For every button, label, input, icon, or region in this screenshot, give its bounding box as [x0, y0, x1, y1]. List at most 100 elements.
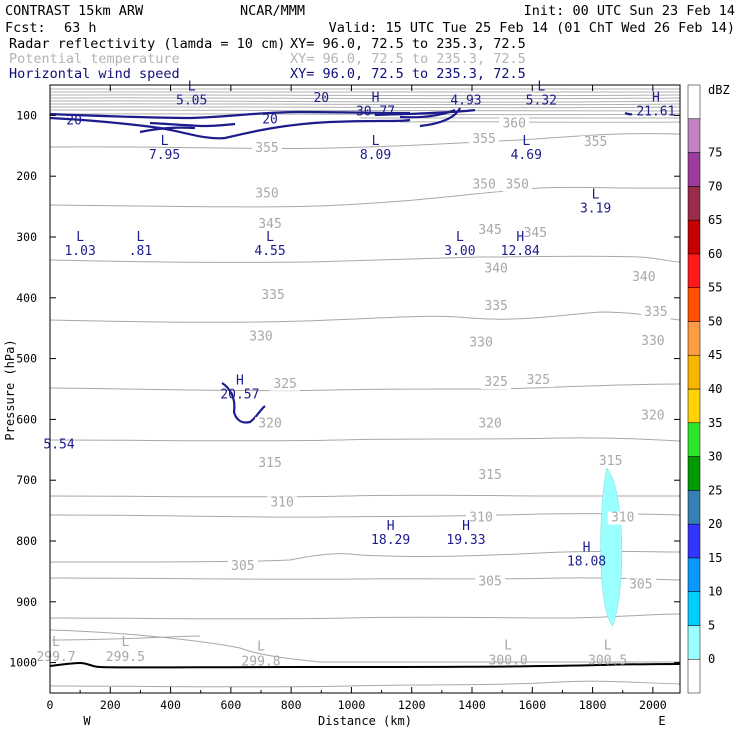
- colorbar-swatch: [687, 287, 701, 322]
- wind-extremum-symbol: H: [462, 519, 470, 534]
- isentrope-label: 345: [478, 223, 501, 238]
- isentrope-label-bg: [475, 575, 506, 589]
- isentrope-label: 325: [273, 377, 296, 392]
- colorbar-swatch: [687, 490, 701, 525]
- valid-time: Valid: 15 UTC Tue 25 Feb 14 (01 ChT Wed …: [329, 20, 735, 36]
- isentrope-label: 310: [469, 511, 492, 526]
- isentrope-label: 305: [231, 559, 254, 574]
- wind-extremum-value: 8.09: [360, 148, 391, 163]
- colorbar-swatch: [687, 219, 701, 255]
- isentrope-label-bg: [481, 262, 512, 276]
- colorbar-swatch: [687, 152, 701, 187]
- x-tick-label: 600: [220, 698, 241, 712]
- isentrope-label: 350: [255, 186, 278, 201]
- colorbar-label: 50: [708, 314, 722, 328]
- isentrope-label-bg: [628, 270, 659, 284]
- colorbar-label: 10: [708, 585, 722, 599]
- x-tick-label: 0: [47, 698, 54, 712]
- source-center: NCAR/MMM: [240, 3, 305, 19]
- wind-extremum-value: 7.95: [149, 148, 180, 163]
- colorbar-label: 70: [708, 179, 722, 193]
- wind-extremum-symbol: L: [161, 134, 169, 149]
- reflectivity-area: [600, 467, 623, 627]
- x-axis: 0 200 400 600 800 1000 1200 1400 1600 1800 2000: [47, 85, 667, 712]
- wind-extremum-value: 20: [262, 112, 278, 127]
- wind-contours: [49, 107, 633, 424]
- isentrope-label-bg: [469, 178, 500, 192]
- wind-extremum-value: 20: [313, 91, 329, 106]
- isentrope-label-bg: [475, 223, 506, 237]
- wind-extremum-symbol: L: [372, 134, 380, 149]
- isentrope-label: 350: [472, 177, 495, 192]
- forecast-hours: 63 h: [64, 20, 97, 36]
- wind-extremum-value: 19.33: [446, 533, 485, 548]
- wind-extremum-symbol: H: [372, 90, 380, 105]
- header: CONTRAST 15km ARW NCAR/MMM Init: 00 UTC …: [5, 3, 735, 82]
- wind-extremum-value: 12.84: [501, 244, 540, 259]
- y-axis: 100 200 300 400 500 600 700 800 900 1000: [9, 108, 680, 670]
- wind-extremum-symbol: L: [456, 230, 464, 245]
- field-xy-theta: XY= 96.0, 72.5 to 235.3, 72.5: [290, 51, 526, 67]
- isentrope-label: 315: [599, 454, 622, 469]
- surface-extremum-value: 300.0: [489, 653, 528, 668]
- colorbar-label: 30: [708, 450, 722, 464]
- forecast-label: Fcst:: [5, 20, 46, 36]
- x-axis-west-label: W: [83, 714, 91, 728]
- colorbar-swatch: [687, 591, 701, 626]
- colorbar-label: 5: [708, 618, 715, 632]
- surface-extremum-value: 299.7: [36, 650, 75, 665]
- wind-extremum-value: 4.93: [450, 93, 481, 108]
- wind-extremum-symbol: H: [516, 230, 524, 245]
- isentrope-label-bg: [637, 409, 668, 423]
- isentrope-label-bg: [499, 117, 530, 131]
- x-tick-label: 400: [160, 698, 181, 712]
- wind-extremum-value: 21.61: [636, 104, 675, 119]
- isentrope-label-bg: [258, 289, 289, 303]
- colorbar-label: 75: [708, 146, 722, 160]
- isentrope-label: 340: [632, 270, 655, 285]
- isentrope-label-bg: [270, 377, 301, 391]
- wind-extremum-symbol: L: [76, 230, 84, 245]
- wind-extremum-value: 5.32: [526, 93, 557, 108]
- isentrope-label: 335: [644, 305, 667, 320]
- colorbar-swatch: [687, 388, 701, 424]
- x-tick-label: 200: [100, 698, 121, 712]
- wind-extremum-value: .81: [129, 244, 152, 259]
- surface-extremum-value: 300.5: [588, 653, 627, 668]
- wind-extremum-symbol: L: [137, 230, 145, 245]
- field-name-theta: Potential temperature: [9, 51, 180, 67]
- wind-extremum-symbol: L: [188, 79, 196, 94]
- wind-extremum-value: 20: [66, 114, 82, 129]
- isentrope-label: 335: [484, 299, 507, 314]
- isentrope-label-bg: [481, 299, 512, 313]
- y-tick-label: 500: [16, 352, 37, 366]
- y-tick-label: 600: [16, 412, 37, 426]
- colorbar-swatch: [687, 557, 701, 592]
- colorbar-label: 35: [708, 416, 722, 430]
- isentrope-label: 355: [255, 141, 278, 156]
- colorbar-swatch: [687, 658, 701, 694]
- x-tick-label: 1200: [398, 698, 426, 712]
- isentrope-label-bg: [466, 511, 497, 525]
- wind-extremum-symbol: H: [583, 540, 591, 555]
- isentrope-label-bg: [625, 578, 656, 592]
- y-tick-label: 400: [16, 291, 37, 305]
- isentrope-label: 315: [258, 456, 281, 471]
- wind-extremum-symbol: L: [266, 230, 274, 245]
- y-tick-label: 900: [16, 595, 37, 609]
- colorbar-label: 45: [708, 348, 722, 362]
- wind-extremum-value: 18.29: [371, 533, 410, 548]
- wind-extremum-value: 1.03: [64, 244, 95, 259]
- x-tick-label: 1800: [579, 698, 607, 712]
- y-tick-label: 100: [16, 108, 37, 122]
- colorbar-swatch: [687, 118, 701, 153]
- x-tick-label: 800: [281, 698, 302, 712]
- isentrope-label-bg: [255, 217, 286, 231]
- y-tick-label: 800: [16, 534, 37, 548]
- colorbar-label: 55: [708, 281, 722, 295]
- isentrope-label-bg: [523, 374, 554, 388]
- isentrope-label-bg: [255, 456, 286, 470]
- isentrope-label: 345: [258, 217, 281, 232]
